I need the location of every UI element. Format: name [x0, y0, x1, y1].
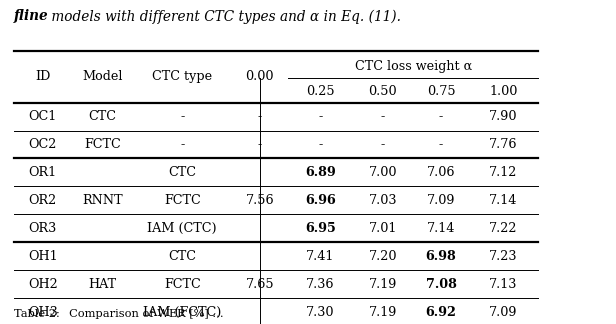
Text: OR3: OR3: [29, 222, 57, 235]
Text: -: -: [318, 110, 322, 123]
Text: 6.98: 6.98: [426, 250, 456, 263]
Text: -: -: [257, 138, 262, 151]
Text: Model: Model: [83, 70, 123, 83]
Text: 7.76: 7.76: [489, 138, 517, 151]
Text: -: -: [439, 138, 443, 151]
Text: fline: fline: [14, 9, 48, 23]
Text: 7.19: 7.19: [368, 306, 397, 319]
Text: 7.12: 7.12: [489, 166, 517, 179]
Text: FCTC: FCTC: [84, 138, 121, 151]
Text: FCTC: FCTC: [164, 194, 201, 207]
Text: RNNT: RNNT: [83, 194, 123, 207]
Text: OH3: OH3: [28, 306, 58, 319]
Text: models with different CTC types and α in Eq. (11).: models with different CTC types and α in…: [47, 9, 402, 24]
Text: -: -: [318, 138, 322, 151]
Text: IAM (FCTC): IAM (FCTC): [143, 306, 222, 319]
Text: -: -: [180, 138, 184, 151]
Text: OH1: OH1: [28, 250, 57, 263]
Text: -: -: [381, 110, 385, 123]
Text: 7.06: 7.06: [427, 166, 455, 179]
Text: ID: ID: [35, 70, 51, 83]
Text: OC2: OC2: [28, 138, 57, 151]
Text: 7.36: 7.36: [306, 278, 334, 291]
Text: 7.23: 7.23: [489, 250, 517, 263]
Text: 6.96: 6.96: [305, 194, 336, 207]
Text: 7.22: 7.22: [489, 222, 517, 235]
Text: 7.41: 7.41: [306, 250, 334, 263]
Text: 0.25: 0.25: [306, 85, 334, 98]
Text: 7.08: 7.08: [426, 278, 456, 291]
Text: 7.09: 7.09: [427, 194, 455, 207]
Text: CTC: CTC: [168, 166, 197, 179]
Text: HAT: HAT: [89, 278, 116, 291]
Text: 7.65: 7.65: [246, 278, 274, 291]
Text: 6.95: 6.95: [305, 222, 336, 235]
Text: FCTC: FCTC: [164, 278, 201, 291]
Text: 7.56: 7.56: [246, 194, 274, 207]
Text: 7.03: 7.03: [368, 194, 397, 207]
Text: 7.14: 7.14: [489, 194, 517, 207]
Text: 7.19: 7.19: [368, 278, 397, 291]
Text: 7.01: 7.01: [368, 222, 397, 235]
Text: 7.14: 7.14: [427, 222, 455, 235]
Text: OH2: OH2: [28, 278, 58, 291]
Text: -: -: [180, 110, 184, 123]
Text: 1.00: 1.00: [489, 85, 517, 98]
Text: 7.13: 7.13: [489, 278, 517, 291]
Text: 0.00: 0.00: [246, 70, 274, 83]
Text: CTC: CTC: [89, 110, 116, 123]
Text: OR1: OR1: [29, 166, 57, 179]
Text: -: -: [381, 138, 385, 151]
Text: 7.90: 7.90: [489, 110, 517, 123]
Text: 7.09: 7.09: [489, 306, 517, 319]
Text: Table 2:  Comparison of WER [%] ...: Table 2: Comparison of WER [%] ...: [14, 309, 223, 319]
Text: IAM (CTC): IAM (CTC): [147, 222, 217, 235]
Text: 0.75: 0.75: [427, 85, 455, 98]
Text: CTC loss weight α: CTC loss weight α: [355, 60, 472, 73]
Text: -: -: [257, 110, 262, 123]
Text: OR2: OR2: [29, 194, 57, 207]
Text: 6.89: 6.89: [305, 166, 336, 179]
Text: -: -: [439, 110, 443, 123]
Text: 7.20: 7.20: [368, 250, 397, 263]
Text: CTC: CTC: [168, 250, 197, 263]
Text: 7.00: 7.00: [368, 166, 397, 179]
Text: CTC type: CTC type: [152, 70, 213, 83]
Text: OC1: OC1: [29, 110, 57, 123]
Text: 6.92: 6.92: [426, 306, 456, 319]
Text: 7.30: 7.30: [306, 306, 334, 319]
Text: 0.50: 0.50: [368, 85, 397, 98]
